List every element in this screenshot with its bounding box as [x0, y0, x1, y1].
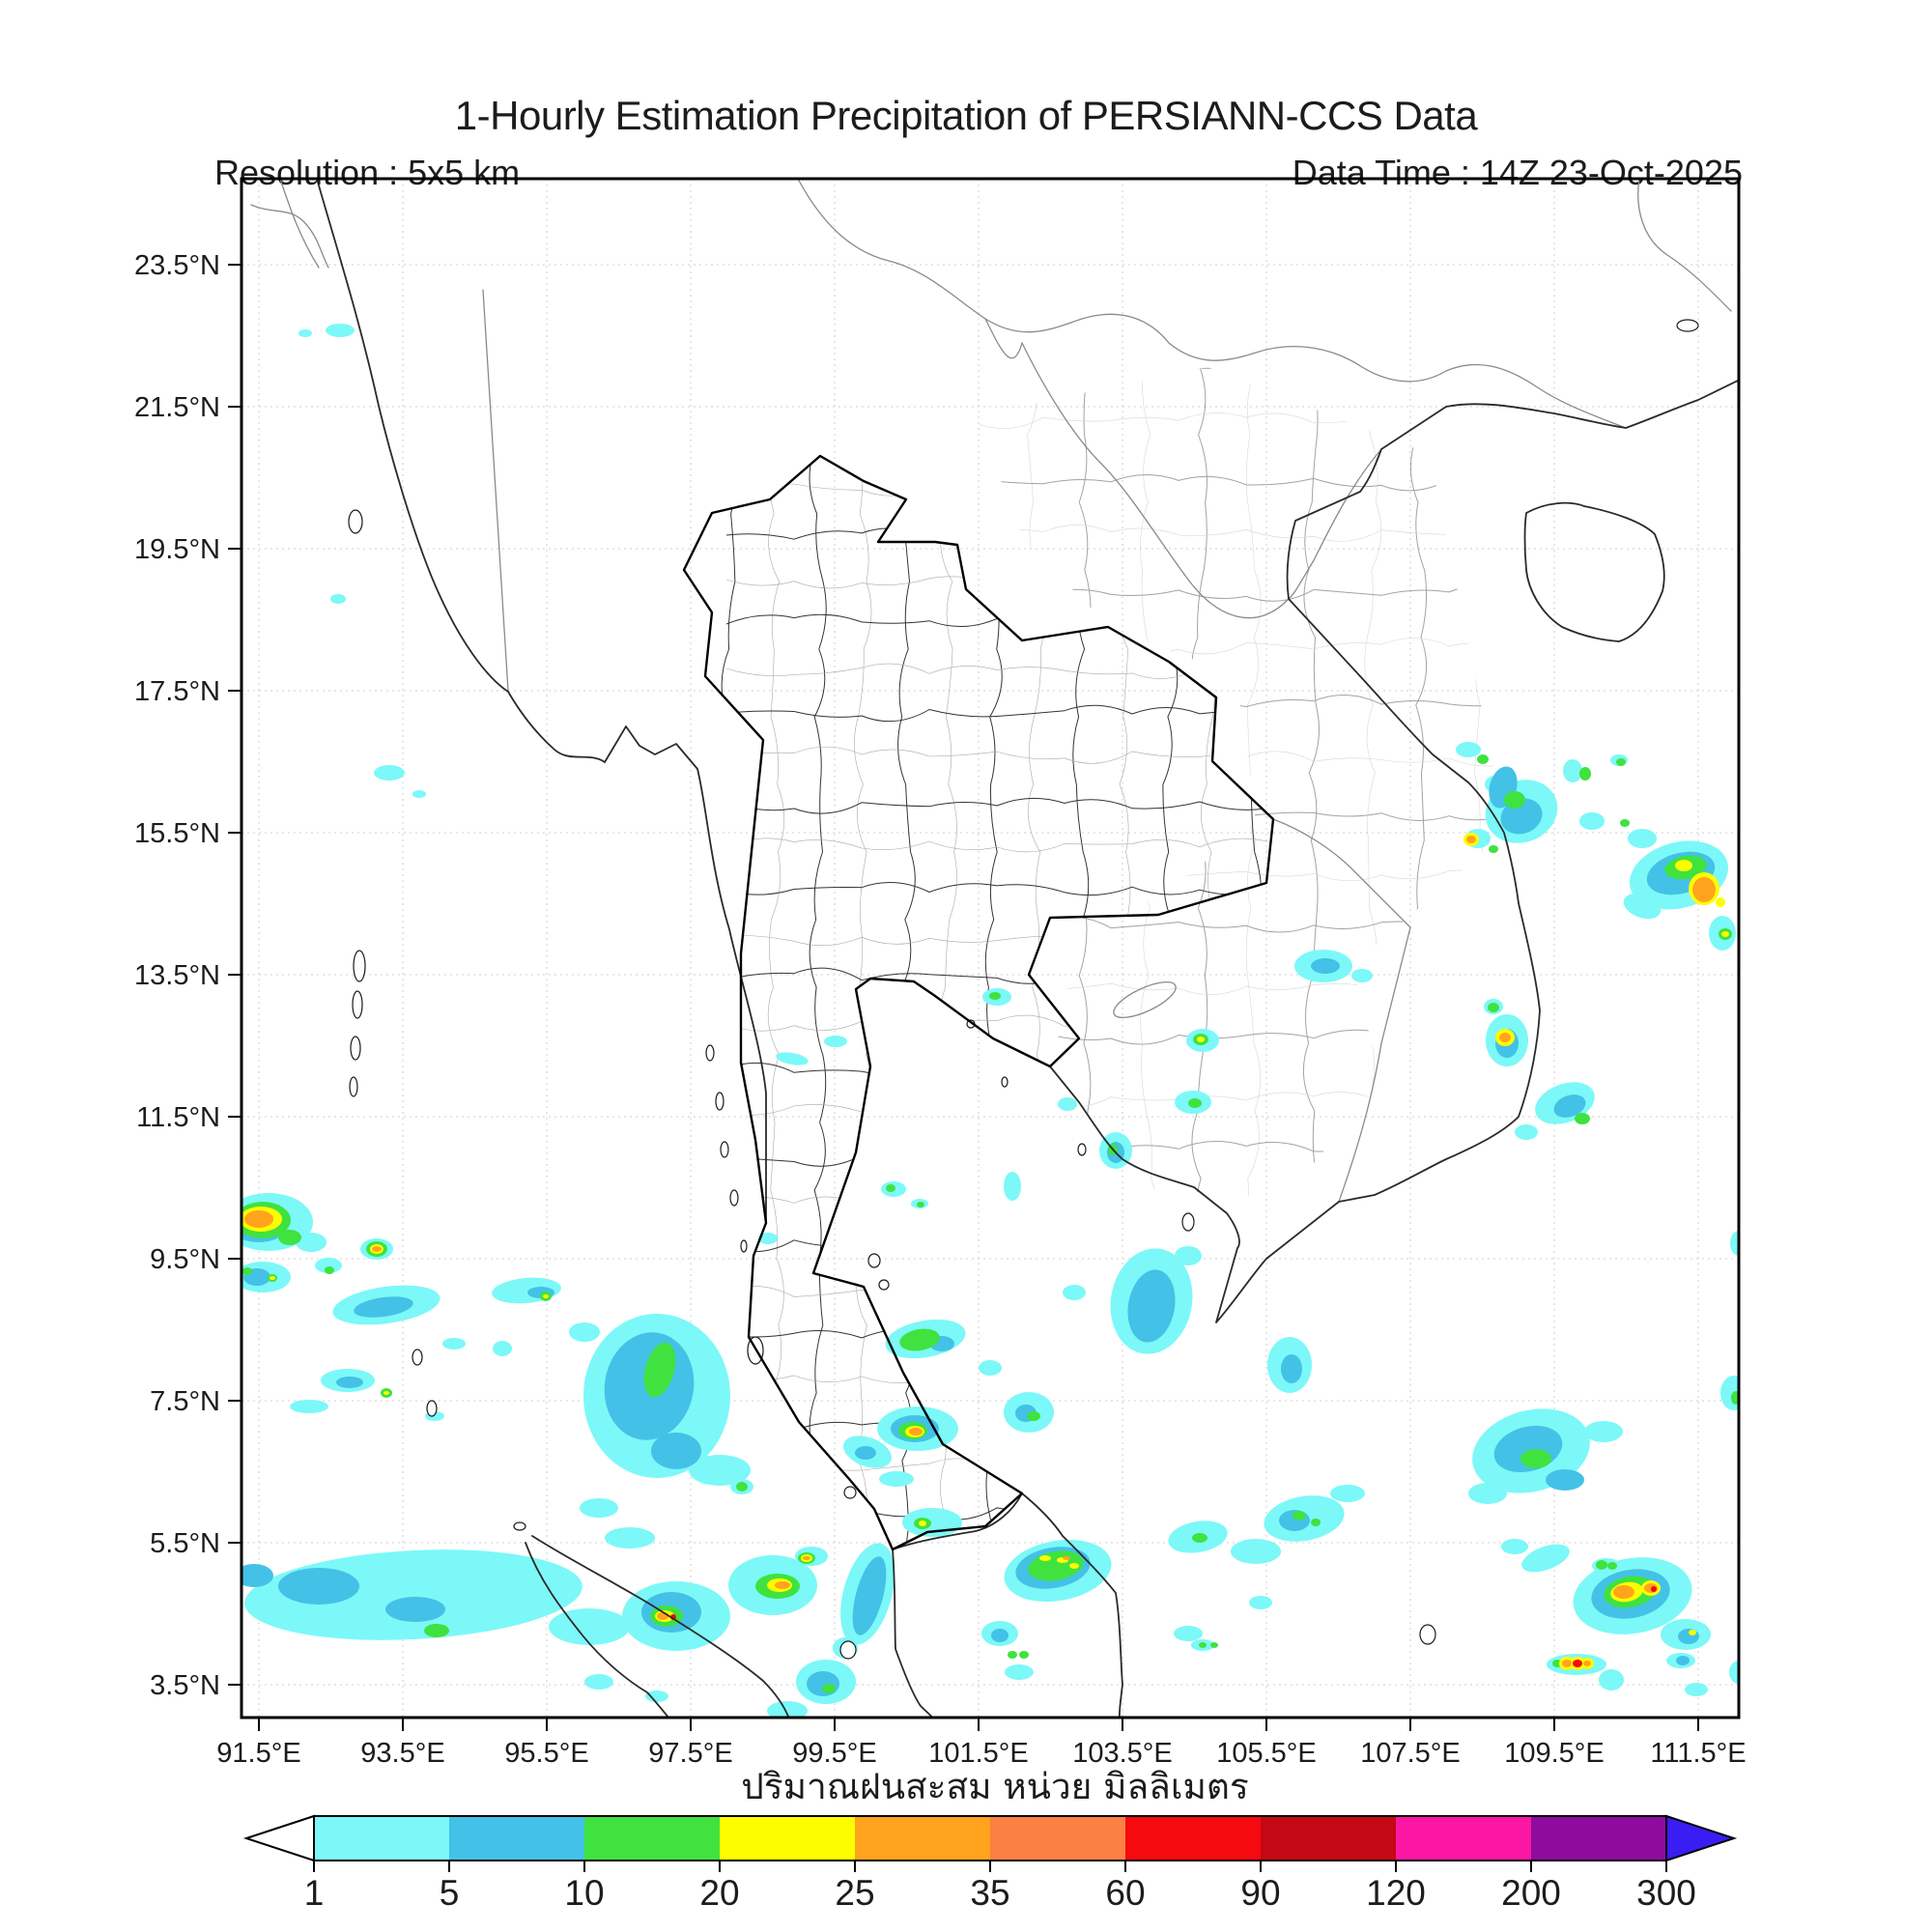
svg-text:5.5°N: 5.5°N	[150, 1528, 220, 1559]
svg-text:99.5°E: 99.5°E	[792, 1738, 876, 1769]
svg-text:5: 5	[440, 1873, 460, 1913]
svg-text:60: 60	[1105, 1873, 1145, 1913]
svg-text:107.5°E: 107.5°E	[1360, 1738, 1461, 1769]
resolution-label: Resolution : 5x5 km	[214, 153, 521, 192]
svg-text:10: 10	[564, 1873, 604, 1913]
svg-text:7.5°N: 7.5°N	[150, 1386, 220, 1417]
svg-text:35: 35	[970, 1873, 1009, 1913]
svg-text:101.5°E: 101.5°E	[928, 1738, 1029, 1769]
svg-text:200: 200	[1501, 1873, 1561, 1913]
svg-text:20: 20	[699, 1873, 739, 1913]
data-time-label: Data Time : 14Z 23-Oct-2025	[1292, 153, 1743, 192]
svg-text:97.5°E: 97.5°E	[648, 1738, 732, 1769]
svg-text:95.5°E: 95.5°E	[504, 1738, 588, 1769]
colorbar-caption-thai: ปริมาณฝนสะสม หน่วย มิลลิเมตร	[741, 1766, 1249, 1807]
svg-text:11.5°N: 11.5°N	[136, 1102, 220, 1133]
page-title: 1-Hourly Estimation Precipitation of PER…	[454, 93, 1478, 138]
thailand-outline	[682, 454, 1275, 1551]
svg-text:15.5°N: 15.5°N	[134, 818, 220, 849]
map-frame	[240, 177, 1741, 1719]
islands	[348, 319, 1699, 1660]
svg-text:17.5°N: 17.5°N	[134, 676, 220, 707]
svg-text:21.5°N: 21.5°N	[134, 392, 220, 423]
precipitation-cells	[242, 324, 1739, 1718]
svg-text:300: 300	[1636, 1873, 1696, 1913]
coastlines-and-borders	[250, 179, 1739, 1718]
svg-text:109.5°E: 109.5°E	[1504, 1738, 1605, 1769]
svg-text:90: 90	[1240, 1873, 1280, 1913]
svg-text:23.5°N: 23.5°N	[134, 250, 220, 281]
svg-text:103.5°E: 103.5°E	[1072, 1738, 1173, 1769]
svg-text:1: 1	[304, 1873, 325, 1913]
axis-labels: 91.5°E 93.5°E 95.5°E 97.5°E 99.5°E 101.5°E 103…	[134, 250, 1747, 1769]
svg-text:120: 120	[1366, 1873, 1426, 1913]
svg-text:3.5°N: 3.5°N	[150, 1670, 220, 1701]
svg-text:93.5°E: 93.5°E	[360, 1738, 444, 1769]
grid-lines	[242, 179, 1739, 1718]
coastline	[316, 179, 1739, 1718]
svg-text:13.5°N: 13.5°N	[134, 960, 220, 991]
svg-text:19.5°N: 19.5°N	[134, 534, 220, 565]
axis-ticks	[228, 264, 1699, 1731]
svg-text:9.5°N: 9.5°N	[150, 1244, 220, 1275]
svg-text:25: 25	[835, 1873, 874, 1913]
colorbar: 1 5 10 20 25 35 60 90 120 200 300	[242, 1814, 1738, 1913]
svg-text:105.5°E: 105.5°E	[1216, 1738, 1317, 1769]
svg-text:91.5°E: 91.5°E	[216, 1738, 300, 1769]
district-boundary-mesh	[721, 367, 1507, 1549]
svg-text:111.5°E: 111.5°E	[1650, 1738, 1746, 1769]
